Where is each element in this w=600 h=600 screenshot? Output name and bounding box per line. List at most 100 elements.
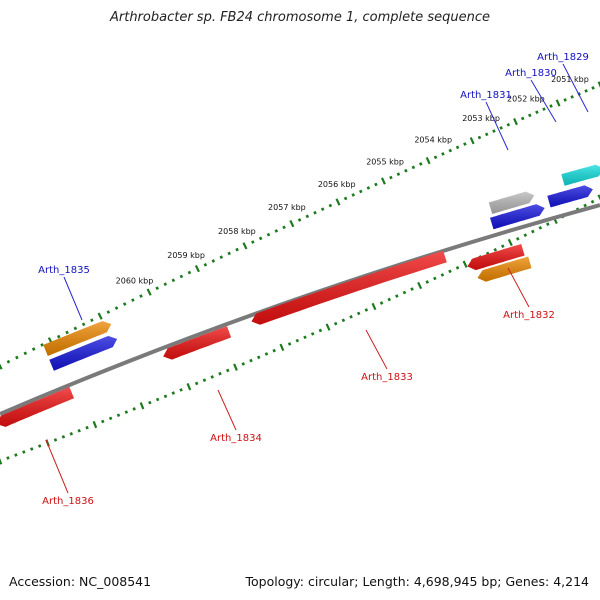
gene-label[interactable]: Arth_1832	[503, 310, 555, 321]
minor-tick	[520, 116, 525, 121]
minor-tick	[122, 302, 127, 306]
gene-label[interactable]: Arth_1834	[210, 433, 262, 444]
minor-tick	[266, 232, 271, 237]
minor-tick	[396, 172, 401, 176]
gene-arrow	[547, 185, 593, 208]
minor-tick	[410, 287, 414, 291]
major-tick	[417, 281, 423, 290]
major-tick	[289, 219, 295, 228]
minor-tick	[303, 335, 307, 340]
scale-label: 2056 kbp	[318, 180, 356, 189]
minor-tick	[433, 276, 437, 281]
minor-tick	[333, 321, 338, 326]
minor-tick	[124, 410, 129, 414]
minor-tick	[219, 255, 224, 260]
minor-tick	[226, 368, 230, 373]
minor-tick	[455, 145, 460, 150]
minor-tick	[356, 311, 361, 316]
minor-tick	[448, 148, 453, 153]
minor-tick	[56, 334, 61, 339]
minor-tick	[30, 447, 34, 451]
gene-label[interactable]: Arth_1829	[537, 52, 589, 63]
minor-tick	[448, 269, 452, 274]
gene-label[interactable]: Arth_1831	[460, 90, 512, 101]
minor-tick	[171, 391, 176, 395]
minor-tick	[549, 104, 553, 108]
minor-tick	[318, 328, 323, 333]
gene-arrow-orange	[477, 256, 532, 282]
minor-tick	[364, 308, 369, 312]
label-leader	[45, 439, 69, 494]
minor-tick	[531, 229, 535, 234]
scale-label: 2059 kbp	[167, 251, 205, 260]
minor-tick	[37, 444, 42, 448]
minor-tick	[295, 338, 300, 343]
accession-label: Accession:	[9, 574, 76, 589]
map-title: Arthrobacter sp. FB24 chromosome 1, comp…	[109, 10, 491, 25]
gene-label[interactable]: Arth_1833	[361, 372, 413, 383]
minor-tick	[251, 240, 255, 244]
scale-label: 2060 kbp	[116, 276, 154, 285]
minor-tick	[155, 286, 159, 290]
label-leader	[217, 389, 237, 431]
gene-label[interactable]: Arth_1836	[42, 496, 94, 507]
minor-tick	[73, 326, 78, 331]
gene-arrow	[488, 191, 535, 214]
minor-tick	[477, 135, 482, 140]
gene-shading	[547, 185, 593, 208]
minor-tick	[227, 251, 231, 256]
minor-tick	[328, 203, 333, 208]
minor-tick	[506, 122, 511, 127]
minor-tick	[23, 351, 28, 356]
minor-tick	[77, 428, 81, 433]
minor-tick	[374, 182, 378, 187]
minor-tick	[148, 400, 152, 405]
topology-value: circular;	[308, 574, 359, 589]
major-tick	[92, 420, 98, 429]
gene-label[interactable]: Arth_1835	[38, 265, 90, 276]
minor-tick	[272, 348, 276, 353]
minor-tick	[179, 274, 184, 279]
label-leader	[562, 63, 589, 113]
major-tick	[242, 242, 248, 250]
minor-tick	[455, 265, 460, 270]
minor-tick	[106, 310, 111, 314]
minor-tick	[366, 186, 371, 190]
minor-tick	[499, 126, 503, 130]
length-value: 4,698,945 bp;	[413, 574, 502, 589]
label-leader	[530, 79, 557, 123]
minor-tick	[343, 196, 348, 201]
minor-tick	[402, 290, 407, 295]
minor-tick	[500, 244, 505, 248]
gene-arrow	[467, 244, 525, 271]
feature-group	[0, 164, 600, 427]
minor-tick	[359, 189, 363, 194]
major-tick	[139, 402, 145, 410]
gene-arrow	[561, 164, 600, 186]
minor-tick	[274, 229, 279, 233]
minor-tick	[139, 294, 143, 298]
minor-tick	[516, 237, 520, 241]
minor-tick	[249, 358, 253, 363]
minor-tick	[528, 113, 532, 118]
major-tick	[335, 198, 341, 206]
gene-shading	[0, 387, 74, 427]
minor-tick	[310, 332, 315, 336]
minor-tick	[203, 263, 208, 267]
label-leader	[507, 267, 530, 308]
gene-arrow	[163, 326, 232, 360]
minor-tick	[387, 297, 391, 302]
minor-tick	[132, 407, 136, 411]
minor-tick	[202, 378, 207, 383]
minor-tick	[590, 199, 595, 204]
major-tick	[97, 312, 103, 320]
minor-tick	[163, 282, 168, 287]
gene-shading	[477, 256, 532, 282]
minor-tick	[15, 355, 19, 360]
major-tick	[325, 323, 331, 331]
minor-tick	[81, 322, 86, 327]
gene-label[interactable]: Arth_1830	[505, 68, 557, 79]
minor-tick	[484, 132, 489, 137]
major-tick	[597, 81, 600, 88]
